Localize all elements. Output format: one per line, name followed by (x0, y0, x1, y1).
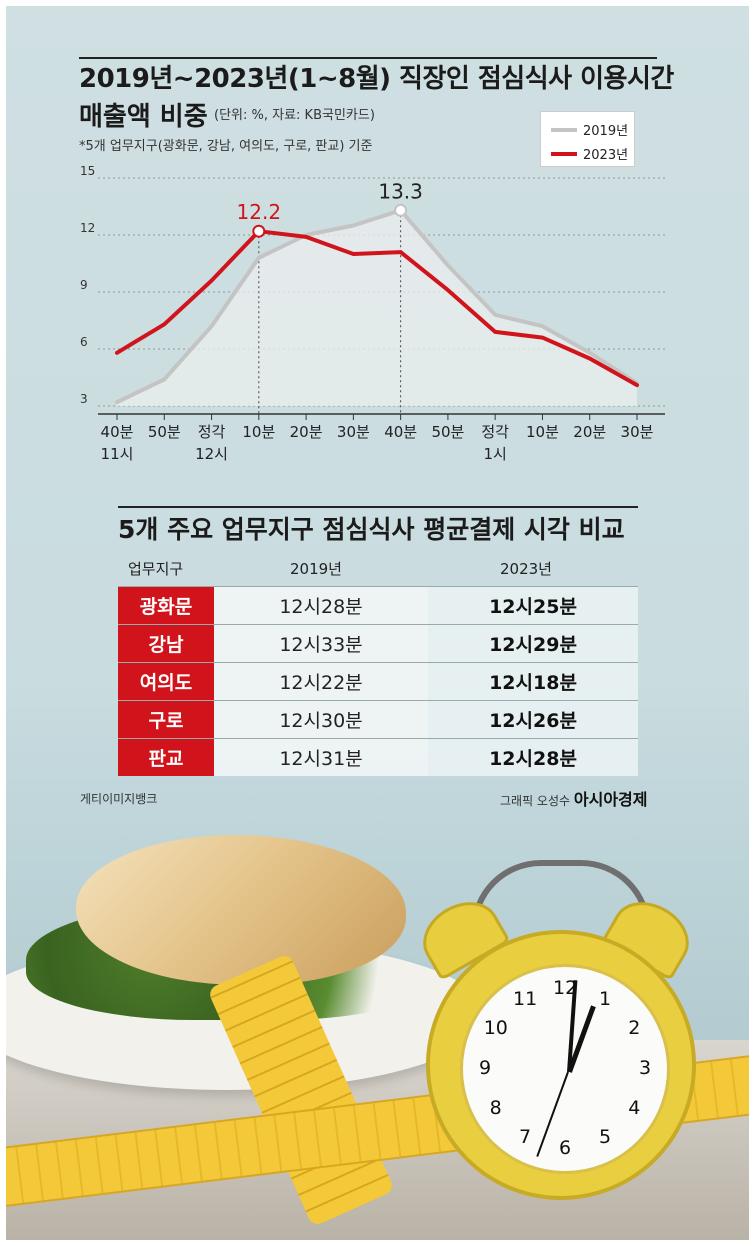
graphic-credit-author: 그래픽 오성수 (500, 794, 571, 808)
x-tick-sublabel: 11시 (101, 445, 134, 463)
clock-number: 6 (558, 1137, 572, 1159)
series-line-2019년 (115, 208, 639, 405)
graphic-credit: 그래픽 오성수 아시아경제 (500, 786, 648, 810)
clock-number: 3 (638, 1057, 652, 1079)
x-tick-label: 50분 (431, 423, 464, 441)
time-2023-cell: 12시28분 (428, 739, 638, 776)
time-2019-cell: 12시22분 (214, 663, 428, 700)
chart-title-line2: 매출액 비중 (79, 102, 208, 132)
time-2023-cell: 12시18분 (428, 663, 638, 700)
clock-number: 2 (628, 1017, 641, 1039)
x-tick-sublabel: 12시 (195, 445, 228, 463)
table-row: 구로 12시30분 12시26분 (118, 700, 638, 738)
legend-item-2019: 2019년 (551, 120, 628, 139)
clock-number: 9 (478, 1057, 492, 1079)
clock-number: 12 (553, 977, 578, 999)
area-note: *5개 업무지구(광화문, 강남, 여의도, 구로, 판교) 기준 (79, 139, 373, 154)
table-header-2019: 2019년 (290, 560, 342, 578)
unit-note: (단위: %, 자료: KB국민카드) (214, 108, 375, 123)
x-tick-label: 20분 (290, 423, 323, 441)
x-tick-label: 40분 (384, 423, 417, 441)
legend-swatch-2023 (551, 151, 577, 156)
clock-number: 1 (598, 987, 612, 1010)
y-tick-label: 6 (80, 335, 88, 349)
district-cell: 강남 (118, 625, 214, 662)
x-tick-label: 20분 (573, 423, 606, 441)
table-row: 여의도 12시22분 12시18분 (118, 662, 638, 700)
annotation-marker (252, 224, 266, 238)
clock-body: 12 1 2 3 4 5 6 7 8 9 10 11 (426, 930, 696, 1200)
grilled-chicken (76, 835, 406, 985)
clock-number: 5 (598, 1126, 612, 1149)
photo-credit: 게티이미지뱅크 (80, 792, 158, 806)
title-rule (79, 57, 657, 59)
x-tick-label: 정각 (481, 423, 509, 441)
annotation-marker (394, 203, 408, 217)
clock-number: 10 (483, 1017, 508, 1039)
line-chart: 3 6 9 12 15 40분 11시 50분 정각 12시 10분 20분 30분 40분 50분 정각 1시… (80, 164, 665, 463)
district-cell: 구로 (118, 701, 214, 738)
x-tick-label: 정각 (198, 423, 226, 441)
x-tick-label: 30분 (337, 423, 370, 441)
time-2023-cell: 12시29분 (428, 625, 638, 662)
publisher-logo: 아시아경제 (573, 790, 648, 809)
series-2019-area (117, 210, 637, 406)
y-tick-label: 12 (80, 221, 95, 235)
time-2019-cell: 12시31분 (214, 739, 428, 776)
data-label: 13.3 (378, 179, 423, 203)
table-row: 광화문 12시28분 12시25분 (118, 586, 638, 624)
clock-number: 4 (628, 1097, 641, 1119)
legend-label-2019: 2019년 (583, 124, 629, 139)
table-header-district: 업무지구 (128, 560, 184, 578)
y-tick-label: 3 (80, 392, 88, 406)
x-tick-label: 40분 (101, 423, 134, 441)
legend-label-2023: 2023년 (583, 148, 629, 163)
time-2019-cell: 12시30분 (214, 701, 428, 738)
chart-title: 2019년~2023년(1~8월) 직장인 점심식사 이용시간 (79, 64, 674, 94)
time-2023-cell: 12시26분 (428, 701, 638, 738)
time-2019-cell: 12시28분 (214, 587, 428, 624)
x-tick-label: 10분 (526, 423, 559, 441)
y-tick-label: 15 (80, 164, 95, 178)
legend-item-2023: 2023년 (551, 144, 628, 163)
chart-legend: 2019년 2023년 (540, 111, 635, 167)
lunch-clock-photo: 12 1 2 3 4 5 6 7 8 9 10 11 (6, 790, 749, 1240)
series-line-2023년 (115, 229, 639, 388)
table-title: 5개 주요 업무지구 점심식사 평균결제 시각 비교 (118, 515, 625, 544)
table-row: 판교 12시31분 12시28분 (118, 738, 638, 776)
table-row: 강남 12시33분 12시29분 (118, 624, 638, 662)
x-tick-label: 30분 (621, 423, 654, 441)
x-tick-label: 10분 (242, 423, 275, 441)
clock-number: 8 (489, 1097, 502, 1119)
x-tick-sublabel: 1시 (484, 445, 507, 463)
district-cell: 광화문 (118, 587, 214, 624)
district-cell: 판교 (118, 739, 214, 776)
data-label: 12.2 (237, 200, 282, 224)
time-2023-cell: 12시25분 (428, 587, 638, 624)
legend-swatch-2019 (551, 127, 577, 132)
district-cell: 여의도 (118, 663, 214, 700)
y-tick-label: 9 (80, 278, 88, 292)
alarm-clock: 12 1 2 3 4 5 6 7 8 9 10 11 (411, 830, 711, 1210)
x-tick-label: 50분 (148, 423, 181, 441)
clock-number: 7 (518, 1126, 532, 1149)
table-header-2023: 2023년 (500, 560, 552, 578)
table-title-rule (118, 506, 638, 508)
clock-number: 11 (513, 987, 538, 1010)
time-2019-cell: 12시33분 (214, 625, 428, 662)
clock-face: 12 1 2 3 4 5 6 7 8 9 10 11 (460, 964, 670, 1174)
